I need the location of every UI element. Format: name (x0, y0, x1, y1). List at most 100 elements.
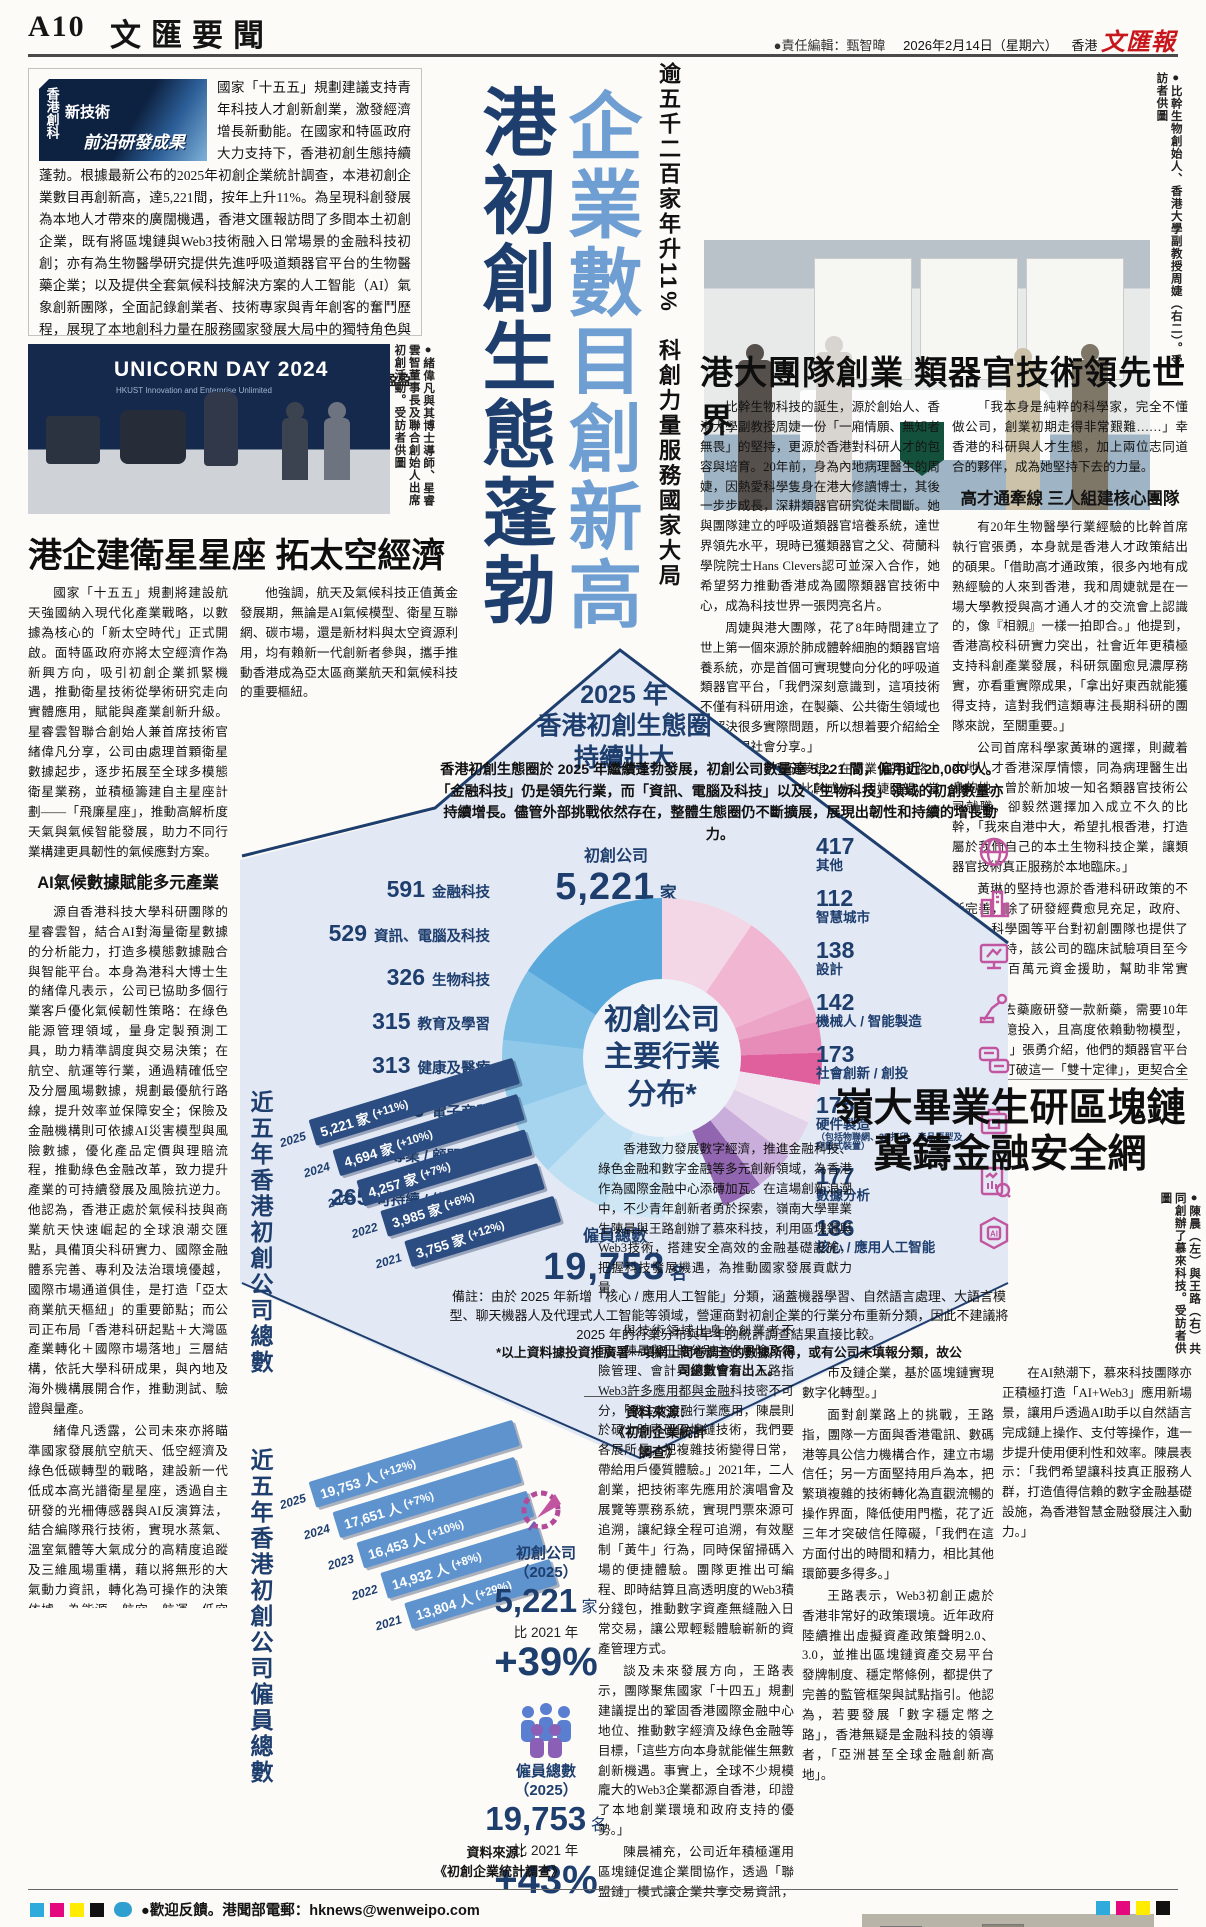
companies-total-label: 初創公司 (583, 848, 648, 865)
donut-label-right: 112 智慧城市 (816, 886, 1012, 927)
data-icon (976, 1163, 1012, 1204)
employees-summary-growth: +43% (494, 1857, 598, 1902)
person-silhouette (816, 352, 852, 510)
lead-intro-text: 國家「十五五」規劃建議支持青年科技人才創新創業，激發經濟增長新動能。在國家和特區… (39, 80, 411, 359)
companies-summary-vs: 比 2021 年 (513, 1624, 579, 1640)
infographic-intro: 香港初創生態圈於 2025 年繼續蓬勃發展，初創公司數量達 5,221 間，僱用… (436, 762, 1004, 843)
svg-text:AI: AI (990, 1230, 998, 1239)
momo-article-headline: 嶺大畢業生研區塊鏈 冀鑄金融安全網 (828, 1086, 1192, 1178)
donut-label-right: 186 核心 / 應用人工智能 AI (816, 1215, 1012, 1256)
bar-growth: (+10%) (394, 1128, 435, 1151)
industry-count: 315 (372, 1008, 411, 1034)
companies-summary-unit: 家 (581, 1598, 598, 1616)
bar-growth: (+10%) (425, 1518, 466, 1541)
hk-innotech-badge: 香港創科 新技術 前沿研發成果 (39, 79, 207, 161)
bar-year-label: 2024 (301, 1158, 332, 1180)
color-square (70, 1902, 84, 1917)
bar-value: 17,651 人 (342, 1500, 403, 1532)
bar-value: 19,753 人 (318, 1469, 379, 1502)
momo-headline-line1: 嶺大畢業生研區塊鏈 (834, 1087, 1186, 1130)
industry-count: 591 (386, 876, 425, 902)
editor-credit: ●責任編輯：甄智暐 (773, 38, 886, 53)
industry-name: 社會創新 / 創投 (816, 1066, 909, 1082)
industry-name: 生物科技 (432, 973, 490, 989)
bar-growth: (+6%) (442, 1190, 476, 1212)
unicorn-photo-caption: ●緒偉凡與其博士導師、星睿雲智董事長及聯合創始人出席初創活動。受訪者供圖 (393, 344, 435, 507)
paragraph: 公司首席科學家黃琳的選擇，則藏着本地人才香港深厚情懷，同為病理醫生出身的她，曾於… (952, 740, 1188, 875)
poster-board (920, 258, 1018, 380)
employees-total: 僱員總數 19,753 名 (520, 1222, 710, 1289)
footer-rule (28, 1889, 1178, 1890)
paragraph: 他強調，航天及氣候科技正值黃金發展期，無論是AI氣候模型、衛星互聯網、碳市場，還… (240, 586, 458, 700)
robot-shape (204, 392, 238, 466)
hku-article-col2-body: 有20年生物醫學行業經驗的比幹首席執行官張勇，本身就是香港人才政策結出的碩果。「… (952, 518, 1188, 1078)
momo-article-colA: 與技術領域出身的創業者不同，陳晨與王路分別主修風險及保險管理、會計與企業管治。王… (598, 1322, 794, 1902)
industry-name: 硬件製造 (816, 1117, 870, 1132)
bar-year-label: 2023 (325, 1551, 356, 1573)
hku-photo-caption: ●比幹生物創始人、香港大學副教授周婕（右二）。受訪者供圖 (1155, 72, 1182, 367)
bar-year-label: 2025 (277, 1128, 308, 1150)
employees-summary-vs: 比 2021 年 (513, 1842, 579, 1858)
industry-count: 326 (386, 964, 425, 990)
paragraph: 王路表示，Web3初創正處於香港非常好的政策環境。近年政府陸續推出虛擬資產政策聲… (802, 1588, 994, 1782)
bar-value: 3,755 家 (414, 1231, 468, 1261)
donut-label-right: 177 數據分析 (816, 1163, 1012, 1204)
space-article-col2: 他強調，航天及氣候科技正值黃金發展期，無論是AI氣候模型、衛星互聯網、碳市場，還… (240, 584, 458, 742)
color-square (1116, 1901, 1130, 1916)
paragraph: 香港致力發展數字經濟，推進金融科技、綠色金融和數字金融等多元創新領域，為香港作為… (598, 1142, 852, 1296)
momo-article-colC: 在AI熱潮下，慕來科技團隊亦正積極打造「AI+Web3」應用新場景，讓用戶透過A… (1002, 1364, 1192, 1902)
bar-year-label: 2024 (301, 1520, 332, 1542)
companies-summary-value: 5,221 (494, 1581, 578, 1619)
companies-summary: 初創公司 （2025） 5,221 家 比 2021 年 +39% (482, 1478, 610, 1683)
employees-summary: 僱員總數 （2025） 19,753 名 比 2021 年 +43% (482, 1700, 610, 1901)
person-silhouette (324, 418, 350, 480)
industry-count: 177 (816, 1162, 855, 1189)
industry-name: 其他 (816, 858, 843, 874)
employees-total-label: 僱員總數 (582, 1228, 647, 1245)
footer-left: ●歡迎反饋。港聞部電郵：hknews@wenweipo.com (30, 1899, 480, 1920)
badge-line1: 香港創科 (44, 87, 60, 139)
person-silhouette (282, 418, 308, 480)
bar-year-label: 2021 (373, 1611, 404, 1633)
momo-article-colB: 市及鏈企業，基於區塊鏈實現數字化轉型。」 面對創業路上的挑戰，王路指，團隊一方面與… (802, 1364, 994, 1902)
robot-shape (120, 410, 186, 464)
industry-note: （包括物聯網、3D打印、產品原型及穿戴式裝置） (816, 1131, 963, 1152)
masthead-rule (28, 54, 1178, 57)
donut-label-left: 591 金融科技 (246, 876, 490, 903)
donut-center-label: 初創公司 主要行業 分布* (583, 979, 741, 1137)
momo-photo-caption: ●陳晨（左）與王路（右）共同創辦了慕來科技。受訪者供圖 (1159, 1192, 1201, 1355)
bar-value: 4,694 家 (342, 1140, 396, 1170)
industry-name: 機械人 / 智能製造 (816, 1014, 922, 1030)
bar-value: 4,257 家 (366, 1170, 420, 1200)
feedback-chat-icon (114, 1902, 132, 1917)
infographic-source: 資料來源： 《初創企業統計 調查》 (584, 1396, 734, 1461)
masthead-right: ●責任編輯：甄智暐 2026年2月14日（星期六） 香港 文匯報 (774, 22, 1176, 57)
donut-label-right: 175 硬件製造 （包括物聯網、3D打印、產品原型及穿戴式裝置） (816, 1094, 1012, 1152)
badge-line3: 前沿研發成果 (83, 133, 185, 152)
person-silhouette (1006, 364, 1040, 510)
bar-year-label: 2025 (277, 1490, 308, 1512)
color-square (1136, 1901, 1150, 1916)
industry-name: 教育及學習 (417, 1017, 491, 1033)
footer-right (1096, 1899, 1176, 1917)
hku-article-headline: 港大團隊創業 類器官技術領先世界 (700, 354, 1187, 439)
photo-unicorn-day: UNICORN DAY 2024 HKUST Innovation and En… (28, 344, 390, 514)
bar-growth: (+7%) (418, 1160, 452, 1181)
person-silhouette (1072, 360, 1108, 510)
issue-date: 2026年2月14日（星期六） (903, 38, 1058, 53)
photo-hku-booth (704, 240, 1150, 510)
page-number: A10 (28, 10, 86, 43)
industry-name: 數據分析 (816, 1187, 870, 1203)
companies-chart-title: 近五年香港初創公司總數 (247, 1090, 273, 1376)
bar-chart-source: 資料來源： 《初創企業統計調查》 (433, 1845, 564, 1879)
lead-intro-box: 香港創科 新技術 前沿研發成果 國家「十五五」規劃建議支持青年科技人才創新創業，… (28, 68, 422, 388)
space-article-subhead: AI氣候數據賦能多元產業 (37, 874, 219, 893)
infographic-note2: *以上資料據投資推廣署一項網上問卷調查的數據所得，或有公司未填報分類，故公司總數… (496, 1345, 962, 1378)
industry-count: 313 (372, 1052, 411, 1078)
donut-label-right: 142 機械人 / 智能製造 (816, 990, 1012, 1031)
hku-article-col2: 「我本身是純粹的科學家，完全不懂做公司，創業初期走得非常艱難……」幸香港的科研與… (952, 398, 1188, 1078)
donut-label-right: 417 其他 (816, 834, 1012, 875)
headline-dark: 港初創生態蓬勃 (472, 84, 555, 630)
hku-article-subhead: 高才通牽線 三人組建核心團隊 (960, 489, 1180, 508)
